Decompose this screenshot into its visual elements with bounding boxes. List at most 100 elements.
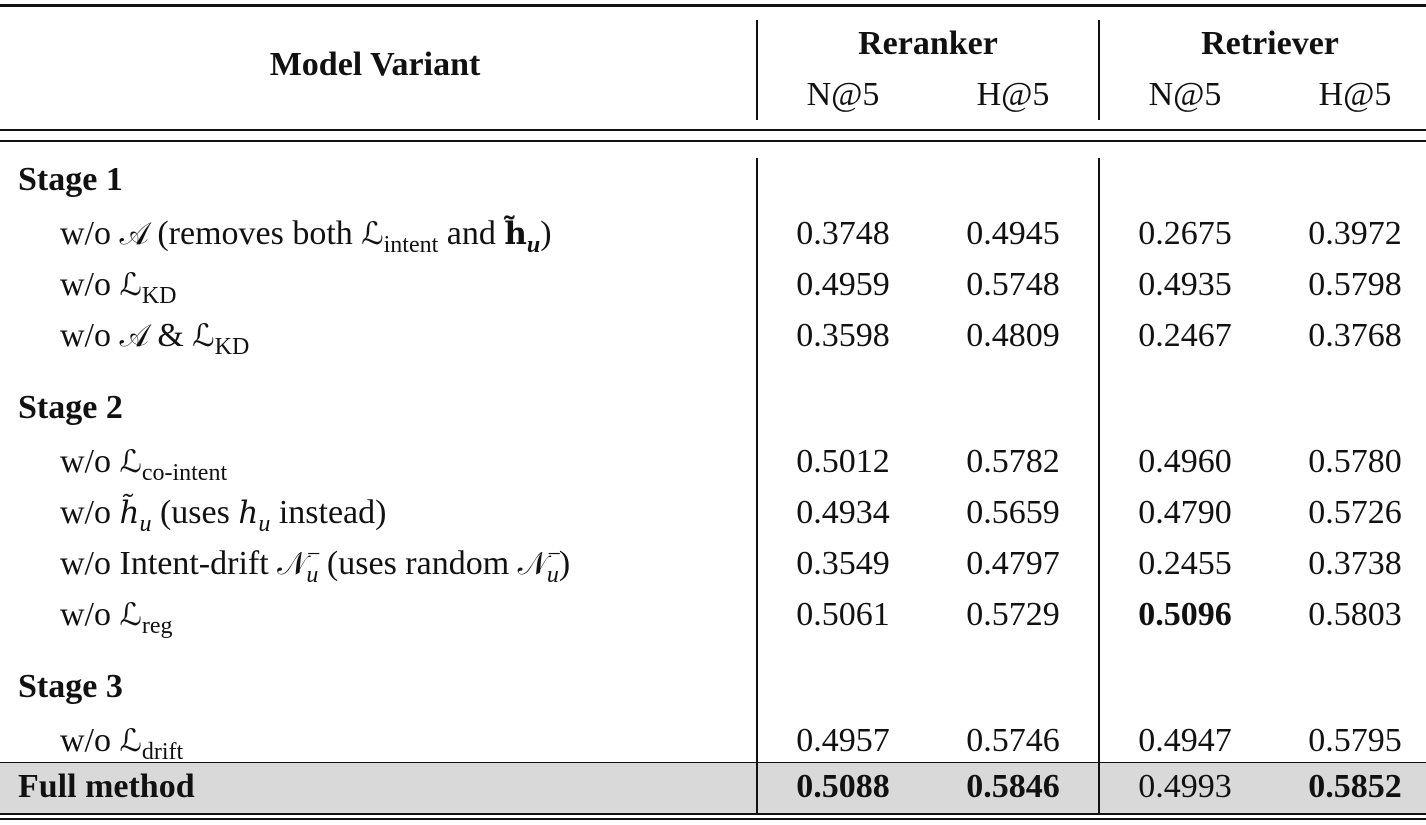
- label-text: w/o: [60, 596, 120, 633]
- row-label: w/o Intent-drift 𝒩−u (uses random 𝒩−u): [60, 543, 571, 587]
- cell: 0.3598: [796, 317, 890, 354]
- cell: 0.4797: [966, 545, 1060, 582]
- math-base: 𝒩: [517, 546, 548, 582]
- math-base: 𝒜: [119, 216, 149, 252]
- cell: 0.3738: [1308, 545, 1402, 582]
- cell: 0.2455: [1138, 545, 1232, 582]
- math-base: h̃: [119, 495, 140, 531]
- math-base: 𝒩: [277, 546, 307, 582]
- rule: [0, 140, 1426, 142]
- divider: [756, 158, 758, 814]
- rule: [0, 813, 1426, 815]
- cell: 0.2675: [1138, 215, 1232, 252]
- math-base: ℒ: [361, 216, 384, 252]
- section-title: Stage 2: [18, 389, 123, 426]
- cell: 0.4790: [1138, 494, 1232, 531]
- section-title: Stage 1: [18, 161, 123, 198]
- math-symbol: ℒdrift: [119, 722, 184, 764]
- label-text: (uses: [151, 494, 239, 531]
- cell: 0.5803: [1308, 596, 1402, 633]
- math-base: ℒ: [119, 597, 142, 633]
- label-text: w/o: [60, 266, 120, 303]
- group-header: Reranker: [858, 25, 998, 62]
- cell: 0.3768: [1308, 317, 1402, 354]
- subscript: intent: [383, 231, 439, 258]
- math-symbol: ℒreg: [119, 596, 173, 638]
- label-text: ): [558, 545, 571, 582]
- cell: 0.5795: [1308, 722, 1402, 759]
- rule: [0, 762, 1426, 763]
- subscript: u: [258, 510, 271, 537]
- cell: 0.3972: [1308, 215, 1402, 252]
- cell: 0.4934: [796, 494, 890, 531]
- math-symbol: ℒco-intent: [119, 443, 228, 485]
- math-base: ℒ: [119, 267, 142, 303]
- cell: 0.5748: [966, 266, 1060, 303]
- label-text: w/o Intent-drift: [60, 545, 278, 582]
- cell: 0.3549: [796, 545, 890, 582]
- label-text: ): [540, 215, 552, 252]
- metric-header: H@5: [1318, 76, 1392, 113]
- cell: 0.5726: [1308, 494, 1402, 531]
- label-text: w/o: [60, 317, 120, 354]
- cell: 0.4945: [966, 215, 1060, 252]
- cell: 0.5088: [796, 768, 890, 805]
- rule: [0, 129, 1426, 131]
- cell: 0.5659: [966, 494, 1060, 531]
- cell: 0.3748: [796, 215, 890, 252]
- subscript: u: [546, 561, 559, 588]
- math-symbol: 𝒜: [120, 215, 149, 252]
- label-text: (removes both: [148, 215, 362, 252]
- label-text: &: [148, 317, 193, 354]
- cell: 0.4960: [1138, 443, 1232, 480]
- math-symbol: hu: [238, 494, 270, 536]
- cell: 0.5012: [796, 443, 890, 480]
- cell: 0.4993: [1138, 768, 1232, 805]
- subscript: u: [306, 561, 319, 588]
- metric-header: N@5: [1148, 76, 1222, 113]
- math-symbol: 𝒜: [120, 317, 149, 354]
- row-label: w/o 𝒜 (removes both ℒintent and h̃u): [60, 215, 552, 257]
- subscript: u: [139, 510, 152, 537]
- cell: 0.4935: [1138, 266, 1232, 303]
- math-base: h: [238, 495, 259, 531]
- label-text: w/o: [60, 443, 120, 480]
- subscript: co-intent: [141, 459, 228, 486]
- cell: 0.5798: [1308, 266, 1402, 303]
- cell: 0.5852: [1308, 768, 1402, 805]
- label-text: w/o: [60, 722, 120, 759]
- metric-header: H@5: [976, 76, 1050, 113]
- cell: 0.4947: [1138, 722, 1232, 759]
- rule: [0, 818, 1426, 820]
- math-symbol: ℒKD: [119, 266, 177, 308]
- cell: 0.5729: [966, 596, 1060, 633]
- math-symbol: ℒKD: [192, 317, 249, 359]
- subscript: KD: [214, 333, 250, 360]
- cell: 0.5746: [966, 722, 1060, 759]
- row-label: w/o ℒreg: [60, 596, 173, 638]
- subscript: u: [526, 231, 541, 258]
- row-label: w/o ℒKD: [60, 266, 177, 308]
- metric-header: N@5: [806, 76, 880, 113]
- label-text: (uses random: [318, 545, 518, 582]
- row-label: w/o h̃u (uses hu instead): [60, 494, 386, 536]
- cell: 0.5846: [966, 768, 1060, 805]
- math-symbol: h̃u: [119, 494, 152, 536]
- label-text: and: [438, 215, 505, 252]
- divider: [1098, 20, 1100, 120]
- cell: 0.2467: [1138, 317, 1232, 354]
- math-base: ℒ: [119, 444, 142, 480]
- math-symbol: h̃u: [504, 215, 540, 257]
- cell: 0.5782: [966, 443, 1060, 480]
- math-base: ℒ: [119, 723, 142, 759]
- cell: 0.5780: [1308, 443, 1402, 480]
- cell: 0.4959: [796, 266, 890, 303]
- math-symbol: 𝒩−u: [277, 543, 320, 587]
- header-label: Model Variant: [269, 46, 481, 83]
- row-label: w/o ℒdrift: [60, 722, 184, 764]
- cell: 0.5061: [796, 596, 890, 633]
- group-header: Retriever: [1201, 25, 1339, 62]
- label-text: w/o: [60, 215, 120, 252]
- subscript: KD: [141, 282, 177, 309]
